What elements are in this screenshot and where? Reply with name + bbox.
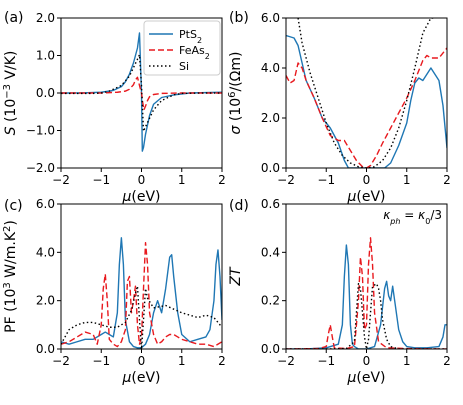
legend-label: PtS2 — [179, 28, 202, 45]
legend-label: Si — [179, 60, 189, 73]
x-tick-label: 1 — [403, 354, 411, 368]
x-tick-label: 1 — [403, 173, 411, 187]
x-tick-label: 2 — [218, 354, 226, 368]
x-axis-label: μ(eV) — [121, 189, 160, 205]
x-tick-label: −1 — [92, 354, 110, 368]
panel-b: −2 −1 0 1 2 0.0 2.0 4.0 6.0 (b) μ(eV) σ (106/(Ωm) — [227, 10, 451, 205]
series-line-si — [297, 18, 435, 168]
y-tick-label: 0.6 — [261, 197, 280, 211]
panel-label: (a) — [4, 10, 24, 26]
axes-frame — [60, 203, 223, 350]
x-tick-label: 1 — [178, 354, 186, 368]
y-axis-label: σ (106/(Ωm) — [227, 52, 245, 135]
y-tick-label: 0.0 — [261, 342, 280, 356]
x-tick-label: −1 — [317, 173, 335, 187]
y-tick-label: −2.0 — [26, 161, 55, 175]
x-axis-label: μ(eV) — [121, 370, 160, 386]
y-tick-label: 0.0 — [36, 86, 55, 100]
series-line-feas2 — [286, 47, 447, 168]
x-tick-label: −2 — [52, 173, 70, 187]
y-axis-label: S (10−3 V/K) — [2, 51, 20, 136]
y-axis-label: PF (103 W/m.K2) — [2, 220, 20, 333]
series-line-pts2 — [61, 237, 222, 349]
y-tick-label: 6.0 — [36, 197, 55, 211]
x-tick-label: −2 — [277, 173, 295, 187]
series-line-si — [286, 283, 447, 349]
x-tick-label: −2 — [52, 354, 70, 368]
y-tick-label: 2.0 — [261, 111, 280, 125]
panel-c: −2 −1 0 1 2 0.0 2.0 4.0 6.0 (c) μ(eV) PF (103 W/m.K… — [2, 197, 226, 386]
panel-label: (b) — [229, 10, 249, 26]
panel-d: −2 −1 0 1 2 0.0 0.2 0.4 0.6 (d) μ(eV) ZT — [228, 197, 451, 386]
x-tick-label: −2 — [277, 354, 295, 368]
y-tick-label: 4.0 — [36, 245, 55, 259]
panel-label: (d) — [229, 198, 249, 214]
x-axis-label: μ(eV) — [346, 189, 385, 205]
series-line-feas2 — [61, 241, 222, 348]
series-line-si — [61, 54, 222, 132]
x-tick-label: 1 — [178, 173, 186, 187]
panel-a: −2 −1 0 1 2 −2.0 −1.0 0.0 1.0 2.0 (a) μ(eV) S (10−3 … — [2, 10, 226, 205]
axes-frame — [285, 17, 448, 169]
x-axis-label: μ(eV) — [346, 370, 385, 386]
x-tick-label: 0 — [363, 354, 371, 368]
kappa-annotation: κph = κ0/3 — [383, 208, 442, 226]
series-line-feas2 — [286, 237, 447, 349]
x-tick-label: 2 — [443, 173, 451, 187]
legend-label: FeAs2 — [179, 44, 210, 61]
y-tick-label: 0.0 — [36, 342, 55, 356]
x-tick-label: 2 — [443, 354, 451, 368]
y-tick-label: −1.0 — [26, 124, 55, 138]
y-tick-label: 4.0 — [261, 61, 280, 75]
series-line-pts2 — [286, 244, 447, 349]
panel-label: (c) — [4, 198, 23, 214]
axes-frame — [285, 203, 448, 350]
x-tick-label: −1 — [317, 354, 335, 368]
y-tick-label: 0.0 — [261, 161, 280, 175]
y-tick-label: 1.0 — [36, 49, 55, 63]
y-tick-label: 0.2 — [261, 294, 280, 308]
x-tick-label: 2 — [218, 173, 226, 187]
y-tick-label: 0.4 — [261, 245, 280, 259]
y-tick-label: 2.0 — [36, 11, 55, 25]
y-tick-label: 6.0 — [261, 11, 280, 25]
series-line-si — [61, 285, 222, 349]
y-axis-label: ZT — [228, 266, 244, 287]
series-line-pts2 — [286, 34, 447, 168]
x-tick-label: 0 — [363, 173, 371, 187]
x-tick-label: −1 — [92, 173, 110, 187]
y-tick-label: 2.0 — [36, 294, 55, 308]
x-tick-label: 0 — [138, 173, 146, 187]
x-tick-label: 0 — [138, 354, 146, 368]
